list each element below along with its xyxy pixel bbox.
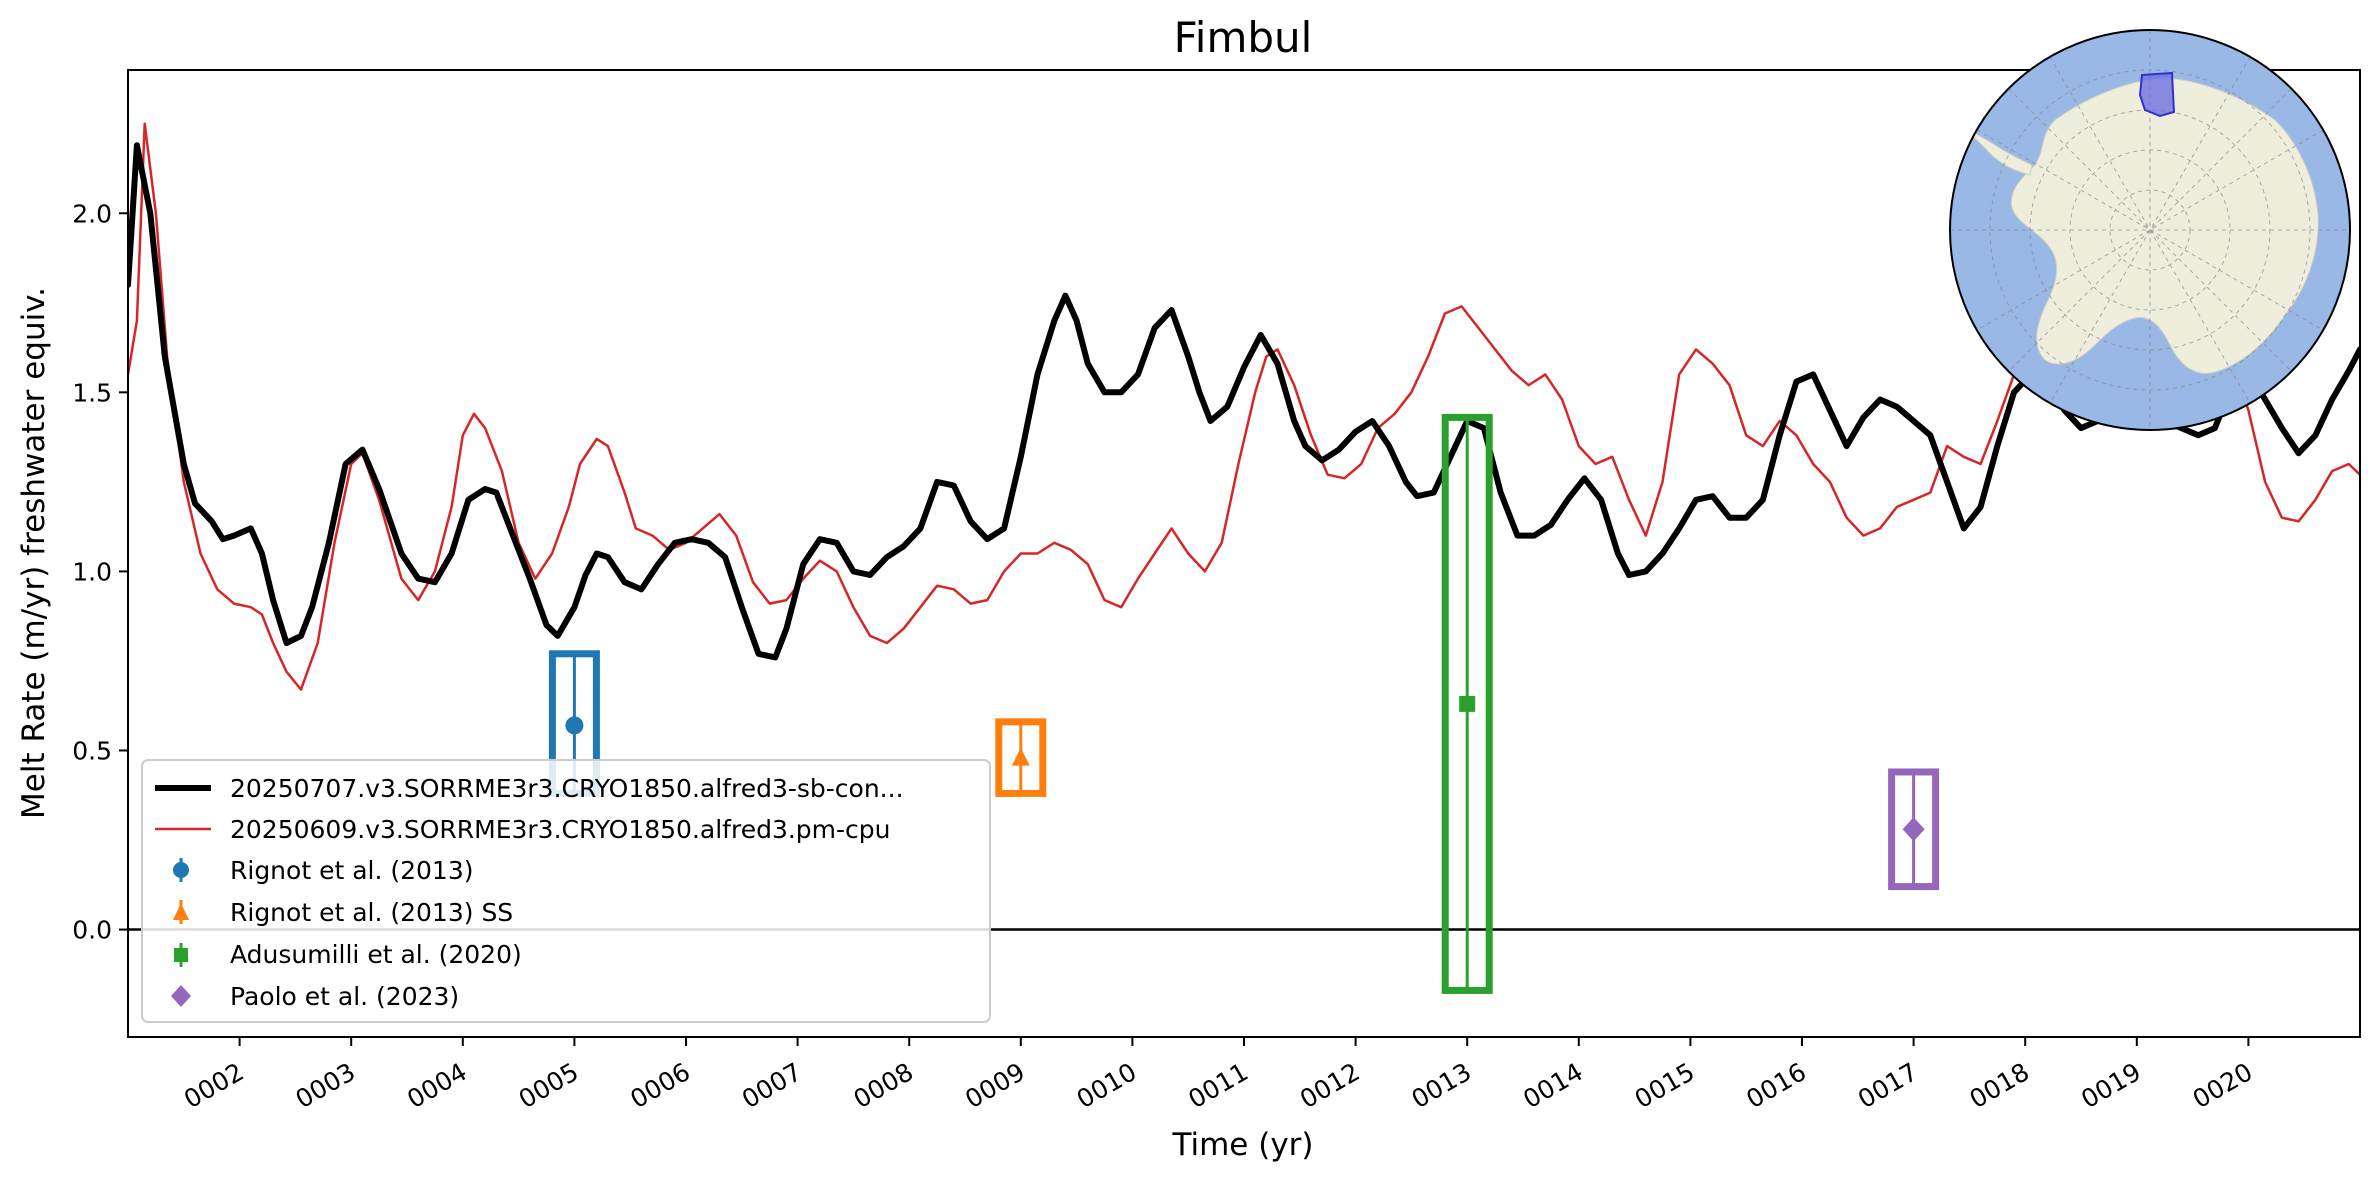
series-line-1 [128, 142, 2360, 661]
observation-marker [565, 716, 584, 735]
legend-label-obs-1: Rignot et al. (2013) [230, 856, 474, 885]
plot-frame [127, 69, 2361, 1038]
y-tick-label: 0.5 [72, 736, 112, 765]
map-border [1949, 29, 2351, 431]
map-fimbul-region [2138, 71, 2176, 118]
legend-label-series-1: 20250707.v3.SORRME3r3.CRYO1850.alfred3-s… [230, 774, 904, 803]
legend-swatch-obs-2 [173, 900, 189, 924]
antarctica-polar-map-icon [1949, 29, 2351, 431]
legend-label-obs-3: Adusumilli et al. (2020) [230, 940, 522, 969]
legend-label-obs-2: Rignot et al. (2013) SS [230, 898, 513, 927]
observation-3 [1441, 413, 1493, 994]
y-tick-label: 1.5 [72, 378, 112, 407]
y-tick-label: 2.0 [72, 199, 112, 228]
legend-swatch-obs-3 [174, 943, 188, 967]
y-axis-label: Melt Rate (m/yr) freshwater equiv. [16, 287, 52, 819]
y-tick-label: 1.0 [72, 557, 112, 586]
observation-2 [995, 718, 1047, 797]
observation-4 [1888, 768, 1940, 891]
y-tick-label: 0.0 [72, 916, 112, 945]
observation-marker [1902, 817, 1925, 842]
map-land [2010, 77, 2319, 374]
observation-marker [1459, 695, 1476, 712]
x-axis-label: Time (yr) [1172, 1127, 1314, 1163]
legend-swatch-obs-4 [171, 985, 191, 1007]
legend-box [141, 759, 991, 1023]
chart-title: Fimbul [1174, 13, 1313, 62]
series-line-2 [128, 122, 2360, 691]
y-axis-ticks: 0.0 0.5 1.0 1.5 2.0 [72, 199, 128, 945]
legend-label-obs-4: Paolo et al. (2023) [230, 982, 459, 1011]
series-layer [128, 122, 2360, 691]
legend: 20250707.v3.SORRME3r3.CRYO1850.alfred3-s… [141, 759, 991, 1023]
legend-label-series-2: 20250609.v3.SORRME3r3.CRYO1850.alfred3.p… [230, 815, 891, 844]
map-graticule [1950, 30, 2350, 430]
observation-marker [1011, 747, 1030, 766]
legend-swatch-obs-1 [173, 858, 189, 882]
